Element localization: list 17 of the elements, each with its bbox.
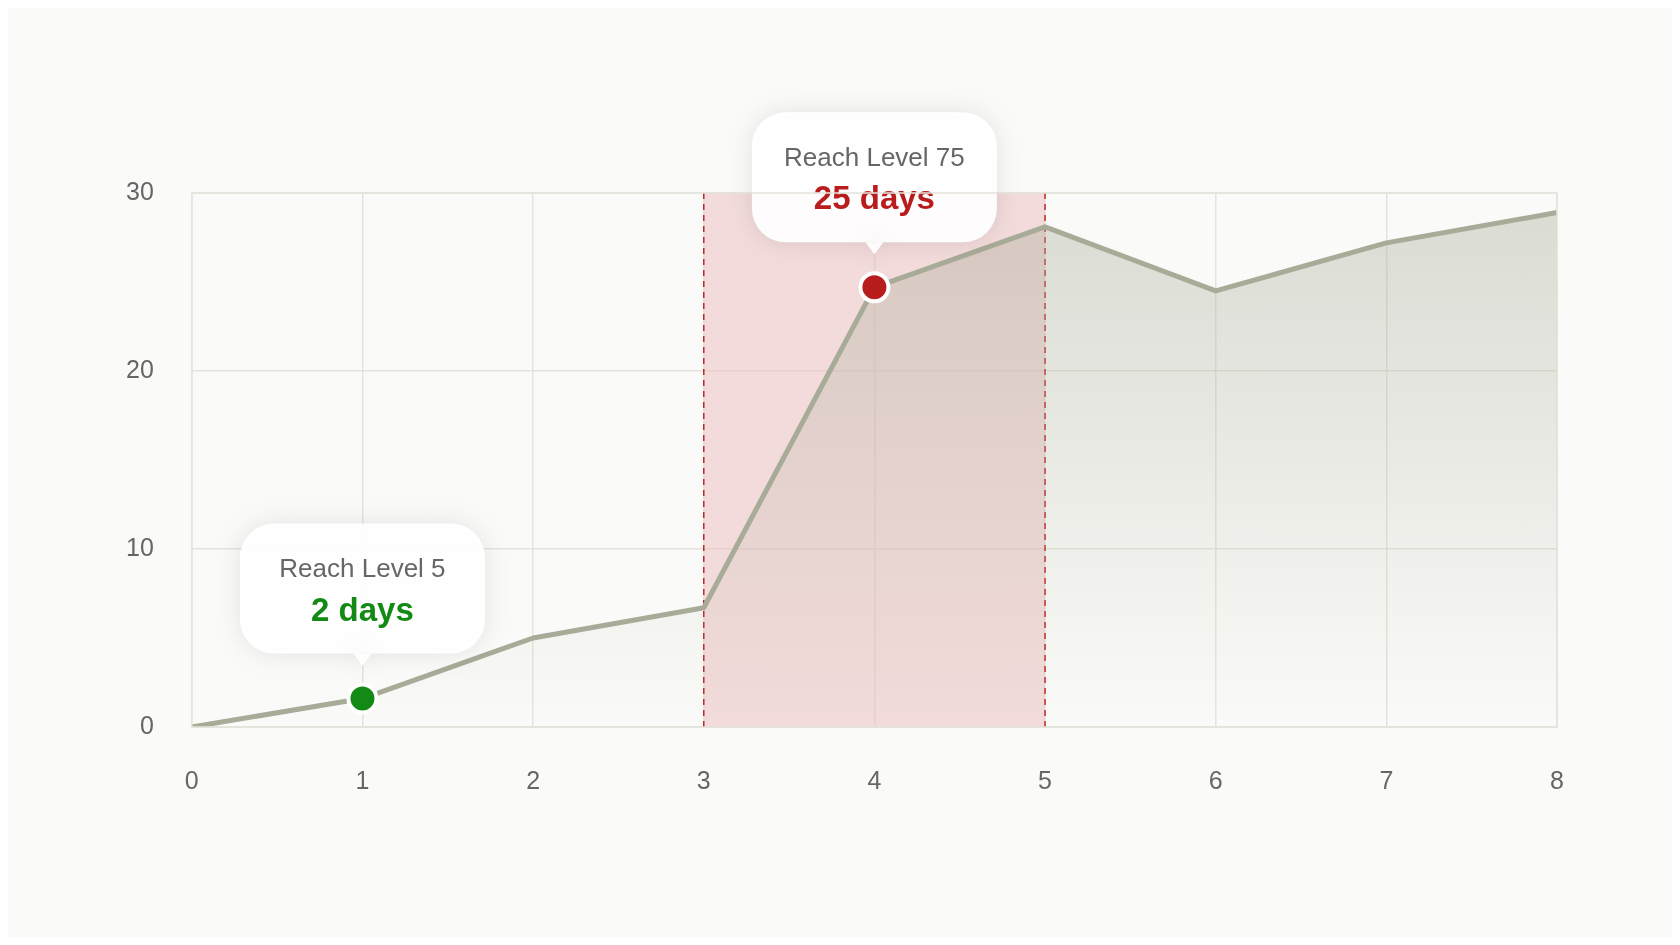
- annotation: 25 days: [813, 179, 935, 217]
- x-tick-label: 1: [355, 765, 370, 794]
- x-tick-label: 7: [1379, 765, 1394, 794]
- x-tick-label: 6: [1208, 765, 1223, 794]
- y-tick-label: 30: [126, 176, 154, 205]
- x-tick-label: 3: [696, 765, 711, 794]
- x-tick-label: 2: [526, 765, 541, 794]
- x-tick-label: 5: [1038, 765, 1053, 794]
- annotation: 2 days: [311, 590, 414, 628]
- y-tick-label: 20: [126, 354, 154, 383]
- x-tick-label: 8: [1550, 765, 1564, 794]
- y-tick-label: 0: [139, 710, 154, 739]
- x-tick-label: 0: [184, 765, 199, 794]
- annotation: Reach Level 5: [279, 552, 446, 583]
- y-tick-label: 10: [126, 532, 154, 561]
- x-tick-label: 4: [867, 765, 882, 794]
- text: Reach Level 75: [784, 141, 965, 172]
